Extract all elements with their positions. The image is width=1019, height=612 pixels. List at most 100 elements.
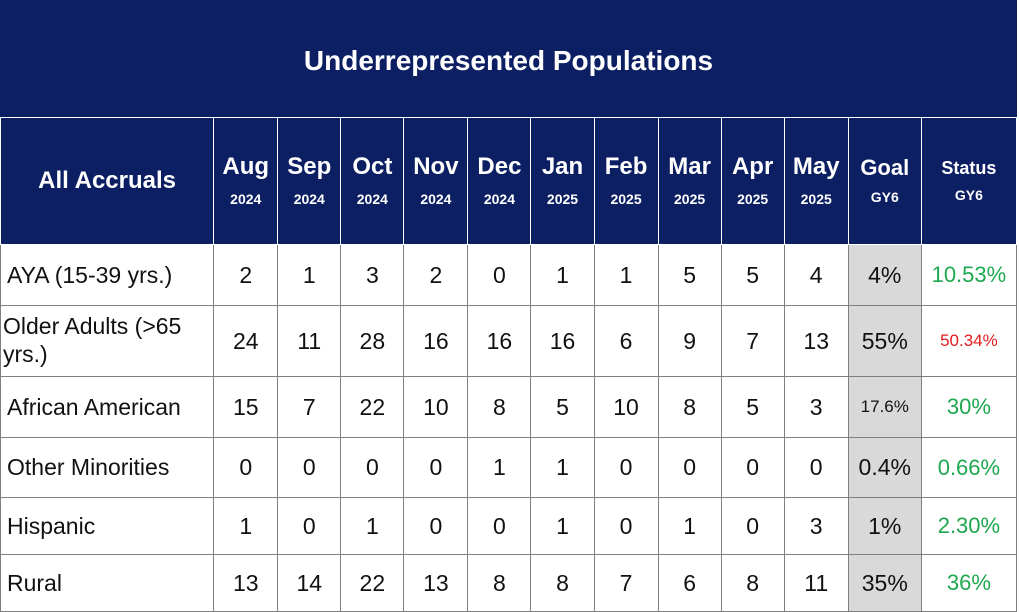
month-header: Apr 2025 — [720, 117, 785, 245]
table-row: African American 15 7 22 10 8 5 10 8 5 3 17.6% 30% — [0, 376, 1018, 438]
goal-cell: 55% — [847, 305, 922, 377]
accrual-cell: 22 — [340, 554, 405, 612]
month-label: Feb — [604, 153, 648, 180]
year-label: 2025 — [737, 191, 769, 207]
goal-sub-label: GY6 — [870, 189, 899, 205]
row-label: Other Minorities — [0, 437, 215, 498]
table-row: Hispanic 1 0 1 0 0 1 0 1 0 3 1% 2.30% — [0, 497, 1018, 555]
month-header: May 2025 — [783, 117, 849, 245]
row-label: African American — [0, 376, 215, 438]
accrual-cell: 16 — [403, 305, 469, 377]
goal-cell: 4% — [847, 244, 922, 306]
accrual-cell: 9 — [657, 305, 722, 377]
status-label: Status — [941, 158, 997, 178]
status-header: Status GY6 — [920, 117, 1018, 245]
month-header: Nov 2024 — [403, 117, 469, 245]
accrual-cell: 10 — [403, 376, 469, 438]
accrual-cell: 8 — [530, 554, 595, 612]
accrual-cell: 1 — [530, 244, 595, 306]
accrual-cell: 16 — [530, 305, 595, 377]
status-sub-label: GY6 — [954, 187, 983, 203]
accrual-cell: 8 — [467, 554, 532, 612]
status-cell: 10.53% — [920, 244, 1018, 306]
accrual-cell: 2 — [403, 244, 469, 306]
table-row: Other Minorities 0 0 0 0 1 1 0 0 0 0 0.4% 0.66% — [0, 437, 1018, 498]
accrual-cell: 6 — [593, 305, 659, 377]
month-header: Dec 2024 — [467, 117, 532, 245]
year-label: 2024 — [356, 191, 388, 207]
accrual-cell: 1 — [530, 437, 595, 498]
month-label: Dec — [477, 153, 522, 180]
accrual-cell: 14 — [277, 554, 342, 612]
accrual-cell: 8 — [657, 376, 722, 438]
month-label: Oct — [352, 153, 393, 180]
accrual-cell: 5 — [720, 376, 785, 438]
goal-cell: 1% — [847, 497, 922, 555]
month-header: Mar 2025 — [657, 117, 722, 245]
accrual-cell: 0 — [213, 437, 279, 498]
year-label: 2024 — [230, 191, 262, 207]
accrual-cell: 1 — [657, 497, 722, 555]
row-label: Hispanic — [0, 497, 215, 555]
year-label: 2025 — [800, 191, 832, 207]
table-row: AYA (15-39 yrs.) 2 1 3 2 0 1 1 5 5 4 4% 10.53% — [0, 244, 1018, 306]
header-row: All Accruals Aug 2024 Sep 2024 Oct 2024 Nov 202… — [0, 117, 1018, 245]
month-header: Sep 2024 — [277, 117, 342, 245]
month-header: Oct 2024 — [340, 117, 405, 245]
accrual-cell: 0 — [720, 497, 785, 555]
row-label: AYA (15-39 yrs.) — [0, 244, 215, 306]
row-label: Older Adults (>65 yrs.) — [0, 305, 215, 377]
status-cell: 50.34% — [920, 305, 1018, 377]
accrual-cell: 16 — [467, 305, 532, 377]
accrual-cell: 11 — [277, 305, 342, 377]
goal-label: Goal — [860, 155, 910, 180]
row-label: Rural — [0, 554, 215, 612]
month-label: Jan — [541, 153, 584, 180]
month-label: Apr — [731, 153, 774, 180]
status-cell: 30% — [920, 376, 1018, 438]
accrual-cell: 3 — [340, 244, 405, 306]
accrual-cell: 11 — [783, 554, 849, 612]
month-header: Feb 2025 — [593, 117, 659, 245]
month-label: Nov — [413, 153, 459, 180]
accrual-cell: 28 — [340, 305, 405, 377]
goal-cell: 0.4% — [847, 437, 922, 498]
month-header: Aug 2024 — [213, 117, 279, 245]
accrual-cell: 7 — [277, 376, 342, 438]
goal-header: Goal GY6 — [847, 117, 922, 245]
accrual-cell: 5 — [657, 244, 722, 306]
accrual-cell: 0 — [783, 437, 849, 498]
accrual-cell: 7 — [720, 305, 785, 377]
accrual-cell: 0 — [277, 437, 342, 498]
accrual-cell: 0 — [657, 437, 722, 498]
title-bar: Underrepresented Populations — [0, 0, 1017, 118]
accrual-cell: 0 — [593, 497, 659, 555]
accrual-cell: 15 — [213, 376, 279, 438]
accrual-cell: 0 — [720, 437, 785, 498]
accrual-cell: 24 — [213, 305, 279, 377]
table-body: AYA (15-39 yrs.) 2 1 3 2 0 1 1 5 5 4 4% 10.53% Older … — [0, 244, 1018, 612]
accrual-cell: 1 — [340, 497, 405, 555]
accrual-cell: 0 — [467, 497, 532, 555]
month-label: Mar — [668, 153, 711, 180]
row-label-header: All Accruals — [0, 117, 215, 245]
year-label: 2025 — [546, 191, 579, 207]
month-label: May — [792, 153, 840, 180]
table-row: Rural 13 14 22 13 8 8 7 6 8 11 35% 36% — [0, 554, 1018, 612]
accrual-cell: 1 — [467, 437, 532, 498]
accrual-cell: 6 — [657, 554, 722, 612]
accrual-cell: 1 — [213, 497, 279, 555]
accrual-cell: 5 — [530, 376, 595, 438]
status-cell: 0.66% — [920, 437, 1018, 498]
accrual-cell: 0 — [340, 437, 405, 498]
accrual-cell: 1 — [593, 244, 659, 306]
accrual-cell: 3 — [783, 497, 849, 555]
accrual-cell: 7 — [593, 554, 659, 612]
status-cell: 2.30% — [920, 497, 1018, 555]
accrual-cell: 0 — [593, 437, 659, 498]
accrual-cell: 1 — [277, 244, 342, 306]
accrual-cell: 22 — [340, 376, 405, 438]
year-label: 2025 — [674, 191, 706, 207]
page-title: Underrepresented Populations — [303, 44, 714, 76]
